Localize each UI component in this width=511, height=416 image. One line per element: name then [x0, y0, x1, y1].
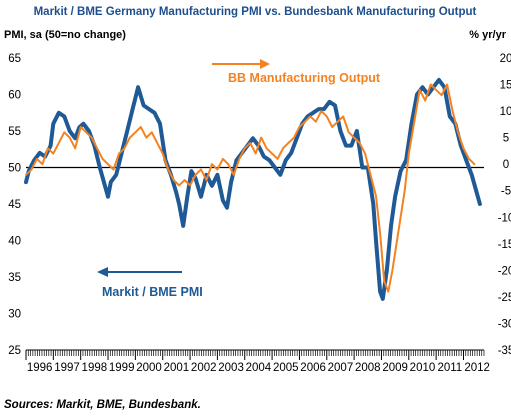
x-tick-label: 1997 [54, 362, 80, 374]
x-tick-label: 2004 [246, 362, 272, 374]
x-tick-label: 2008 [355, 362, 381, 374]
x-tick-label: 2003 [218, 362, 244, 374]
x-tick-label: 2012 [464, 362, 490, 374]
x-axis: 1996 1997 1998 1999 2000 2001 2002 2003 2004 2005… [25, 349, 490, 374]
x-tick-label: 2007 [328, 362, 354, 374]
left-tick-label: 35 [8, 272, 21, 284]
right-axis-ticks: -35 -30 -25 -20 -15 -10 -5 0 5 10 15 20 [498, 53, 511, 357]
pmi-arrow-head [97, 267, 108, 277]
output-arrow-head [260, 59, 270, 69]
right-tick-label: -10 [498, 212, 511, 224]
left-tick-label: 30 [8, 309, 21, 321]
x-tick-label: 2002 [191, 362, 217, 374]
x-tick-label: 2009 [382, 362, 408, 374]
x-tick-label: 1998 [82, 362, 108, 374]
x-tick-label: 2000 [136, 362, 162, 374]
right-axis-title: % yr/yr [469, 29, 506, 41]
left-tick-label: 25 [8, 345, 21, 357]
right-tick-label: -25 [498, 292, 511, 304]
x-tick-label: 1999 [109, 362, 135, 374]
source-note: Sources: Markit, BME, Bundesbank. [4, 399, 201, 411]
x-tick-label: 2001 [164, 362, 190, 374]
x-tick-label: 2011 [437, 362, 462, 374]
right-tick-label: -5 [501, 186, 511, 198]
right-tick-label: -20 [498, 265, 511, 277]
output-series-line [25, 83, 476, 293]
left-tick-label: 55 [8, 126, 21, 138]
output-series-label: BB Manufacturing Output [228, 71, 381, 85]
output-annotation: BB Manufacturing Output [212, 59, 381, 85]
pmi-series-label: Markit / BME PMI [102, 285, 203, 299]
left-axis-title: PMI, sa (50=no change) [4, 29, 126, 41]
right-tick-label: -15 [498, 239, 511, 251]
plot-area [24, 77, 484, 301]
x-tick-label: 2006 [300, 362, 326, 374]
pmi-annotation: Markit / BME PMI [97, 267, 203, 299]
left-tick-label: 60 [8, 90, 21, 102]
pmi-series-line [24, 77, 482, 301]
left-axis-ticks: 25 30 35 40 45 50 55 60 65 [8, 53, 21, 357]
x-tick-label: 2010 [410, 362, 436, 374]
right-tick-label: 0 [503, 159, 509, 171]
right-tick-label: -30 [498, 318, 511, 330]
right-tick-label: 20 [500, 53, 511, 65]
x-tick-label: 1996 [27, 362, 53, 374]
chart-title: Markit / BME Germany Manufacturing PMI v… [34, 6, 477, 18]
right-tick-label: 5 [503, 133, 509, 145]
right-tick-label: 15 [500, 80, 511, 92]
right-tick-label: 10 [500, 106, 511, 118]
right-tick-label: -35 [498, 345, 511, 357]
x-tick-label: 2005 [273, 362, 299, 374]
left-tick-label: 40 [8, 236, 21, 248]
left-tick-label: 65 [8, 53, 21, 65]
left-tick-label: 45 [8, 199, 21, 211]
left-tick-label: 50 [8, 163, 21, 175]
